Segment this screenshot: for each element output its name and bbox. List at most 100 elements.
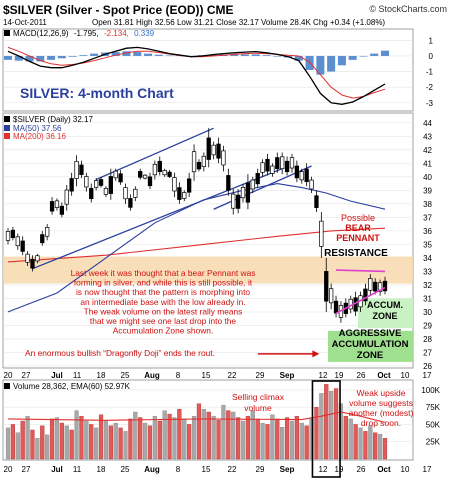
candle-body [98,179,104,186]
price-y-tick: 27 [423,348,432,357]
candle-body [49,201,55,212]
macd-histogram [4,50,389,75]
volume-y-tick: 75K [426,403,441,412]
candle-body [40,234,45,244]
volume-bar [45,434,50,460]
price-y-tick: 33 [423,267,432,276]
price-y-tick: 38 [423,200,432,209]
macd-histogram-bar [262,55,271,56]
candle-body [20,240,25,252]
candle-body [79,164,84,175]
candle-body [265,158,270,172]
price-y-tick: 31 [423,294,432,303]
volume-bar [20,420,25,460]
x-axis-label: 20 [4,371,13,380]
volume-bar [10,424,15,460]
x-axis-label: 26 [357,371,366,380]
pennant-lower-line [335,286,386,315]
candle-body [211,144,216,156]
candle-body [133,188,138,198]
volume-ema-line [7,411,386,423]
candle-body [221,150,226,166]
candle-body [182,192,187,199]
volume-bar [54,417,60,460]
volume-bar [187,424,192,460]
volume-bar [260,422,265,460]
x-axis-label: 19 [335,371,344,380]
macd-y-ticks: 1 0 -1 -2 -3 [426,36,434,107]
candle-body [118,173,123,183]
channel-lower-line [32,168,283,270]
symbol-line: $SILVER (Silver - Spot Price (EOD)) CME [3,3,233,17]
volume-bar [382,438,388,460]
price-y-tick: 26 [423,362,432,371]
volume-bar [182,418,187,460]
x-axis-label: Aug [144,371,160,380]
volume-bar [358,427,363,460]
volume-bar [123,431,128,460]
weak-volume-label-4: drop soon. [361,418,401,428]
macd-legend-val3: 0.339 [134,29,155,38]
volume-bar [113,422,118,460]
x-axis-label-bottom: 26 [357,465,366,474]
candle-body [69,178,74,192]
x-axis-labels: 20 27 Jul 11 18 25 Aug 8 15 22 29 Sep 12 19 26 Oct 10 17 [4,371,432,380]
volume-bar [255,418,260,460]
volume-bar [79,415,84,460]
pennant-label: PENNANT [336,233,380,243]
volume-bar [15,432,20,460]
candle-body [15,236,20,247]
price-y-tick: 39 [423,186,432,195]
candle-body [235,194,241,209]
price-y-tick: 40 [423,173,432,182]
macd-legend: MACD(12,26,9) -1.795, -2.134, 0.339 [13,29,155,38]
volume-bar [314,406,319,460]
quote-line: Open 31.81 High 32.56 Low 31.21 Close 32… [92,18,385,27]
candle-body [333,300,339,314]
candle-body [25,253,30,263]
volume-bar [138,417,143,460]
possible-label: Possible [341,213,375,223]
volume-bar [191,415,197,460]
candle-body [54,200,60,208]
candle-body [187,178,192,193]
candle-body [93,180,99,188]
macd-y-tick: 1 [429,36,434,45]
bear-label: BEAR [345,223,371,233]
volume-bar [40,425,45,460]
price-y-tick: 43 [423,132,432,141]
candle-body [74,161,79,179]
candle-body [324,271,329,302]
price-y-tick: 44 [423,119,432,128]
ma200-legend-swatch [4,133,10,139]
volume-bar [265,424,270,460]
macd-histogram-bar [370,53,379,56]
volume-bar [147,425,153,460]
x-axis-label-bottom: 8 [176,465,181,474]
price-y-tick: 36 [423,227,432,236]
candle-body [147,176,153,187]
candle-body [314,195,319,208]
x-axis-labels-bottom: 20 27 Jul 11 18 25 Aug 8 15 22 29 Sep 12 19 26 Oct 10 17 [4,465,432,474]
price-y-tick: 29 [423,321,432,330]
volume-bar [368,425,373,460]
volume-bar [333,388,339,460]
volume-bar [177,409,182,460]
candle-body [294,165,300,179]
volume-bar [69,429,74,460]
candle-body [138,171,143,178]
volume-bar [30,429,35,460]
price-legend-swatch [4,116,10,122]
x-axis-label: 17 [423,371,432,380]
ma200-legend: MA(200) 36.16 [13,132,66,141]
candle-body [373,281,378,292]
volume-bar [304,425,309,460]
volume-bar [172,417,177,460]
x-axis-label-bottom: 20 [4,465,13,474]
macd-y-tick: -1 [426,68,434,77]
macd-histogram-bar [79,55,88,56]
macd-histogram-bar [337,55,346,66]
macd-histogram-bar [144,53,153,56]
aggressive-accumulation-zone [328,330,413,362]
weak-volume-label-2: volume suggests [349,398,413,408]
